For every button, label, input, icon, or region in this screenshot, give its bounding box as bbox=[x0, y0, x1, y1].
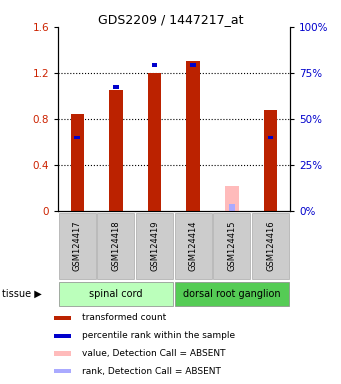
Text: GSM124417: GSM124417 bbox=[73, 220, 82, 271]
Bar bbox=[152, 63, 158, 67]
Bar bbox=[136, 213, 173, 279]
Bar bbox=[213, 213, 250, 279]
Text: percentile rank within the sample: percentile rank within the sample bbox=[82, 331, 235, 340]
Bar bbox=[98, 213, 134, 279]
Text: rank, Detection Call = ABSENT: rank, Detection Call = ABSENT bbox=[82, 367, 221, 376]
Bar bbox=[59, 213, 96, 279]
Text: GDS2209 / 1447217_at: GDS2209 / 1447217_at bbox=[98, 13, 243, 26]
Text: transformed count: transformed count bbox=[82, 313, 166, 323]
Bar bbox=[229, 204, 235, 211]
Bar bbox=[54, 369, 71, 373]
Text: GSM124415: GSM124415 bbox=[227, 220, 236, 271]
Bar bbox=[71, 114, 84, 211]
Bar bbox=[74, 136, 80, 139]
Bar bbox=[109, 90, 123, 211]
Text: dorsal root ganglion: dorsal root ganglion bbox=[183, 289, 281, 299]
Text: GSM124414: GSM124414 bbox=[189, 220, 198, 271]
Text: value, Detection Call = ABSENT: value, Detection Call = ABSENT bbox=[82, 349, 226, 358]
Text: spinal cord: spinal cord bbox=[89, 289, 143, 299]
Text: GSM124419: GSM124419 bbox=[150, 220, 159, 271]
Bar bbox=[175, 282, 289, 306]
Bar bbox=[54, 334, 71, 338]
Text: GSM124418: GSM124418 bbox=[112, 220, 120, 271]
Bar bbox=[264, 110, 277, 211]
Text: tissue ▶: tissue ▶ bbox=[2, 289, 42, 299]
Bar bbox=[225, 186, 239, 211]
Bar bbox=[252, 213, 289, 279]
Bar bbox=[190, 63, 196, 67]
Bar bbox=[59, 282, 173, 306]
Bar bbox=[187, 61, 200, 211]
Bar bbox=[54, 351, 71, 356]
Bar bbox=[54, 316, 71, 320]
Bar bbox=[175, 213, 212, 279]
Bar bbox=[148, 73, 161, 211]
Bar bbox=[268, 136, 273, 139]
Bar bbox=[113, 85, 119, 89]
Text: GSM124416: GSM124416 bbox=[266, 220, 275, 271]
